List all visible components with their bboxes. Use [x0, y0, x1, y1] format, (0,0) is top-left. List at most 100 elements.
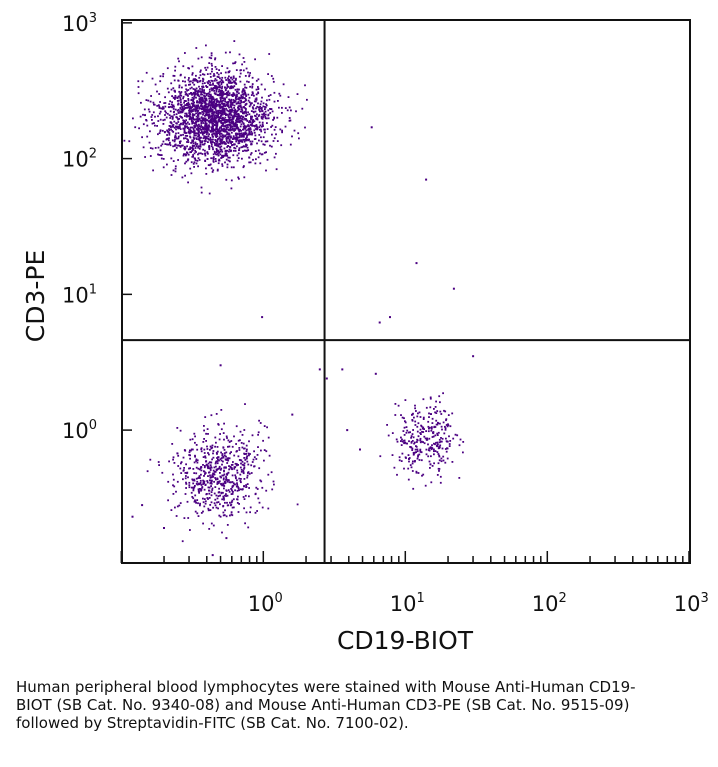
population-1-point: [172, 108, 175, 110]
population-2-point: [235, 463, 238, 465]
population-2-point: [191, 438, 194, 441]
population-3-point: [414, 424, 417, 426]
population-2-point: [204, 500, 207, 503]
population-1-point: [250, 130, 253, 133]
population-1-point: [193, 114, 195, 117]
population-1-point: [233, 128, 236, 130]
population-2-point: [172, 458, 174, 461]
population-1-point: [145, 99, 148, 101]
population-1-point: [248, 132, 250, 135]
population-1-point: [171, 116, 174, 119]
population-1-point: [202, 118, 205, 121]
population-3-point: [415, 470, 418, 473]
population-1-point: [151, 114, 154, 116]
population-3-point: [438, 441, 441, 444]
population-1-point: [190, 98, 193, 101]
population-3-point: [391, 454, 394, 456]
population-1-point: [174, 167, 177, 170]
population-1-point: [196, 119, 199, 122]
population-1-point: [214, 116, 217, 119]
population-2-point: [230, 488, 232, 490]
population-2-point: [202, 501, 205, 504]
population-2-point: [250, 472, 253, 474]
population-2-point: [257, 433, 259, 436]
population-1-point: [186, 127, 189, 129]
population-1-point: [185, 122, 188, 125]
population-3-point: [414, 404, 416, 407]
population-1-point: [221, 80, 224, 82]
population-2-point: [194, 510, 197, 513]
population-2-point: [215, 413, 218, 415]
population-1-point: [245, 145, 248, 148]
population-1-point: [203, 97, 206, 100]
population-1-point: [204, 149, 206, 152]
population-2-point: [204, 473, 206, 475]
population-2-point: [200, 473, 202, 476]
population-1-point: [306, 98, 308, 101]
population-2-point: [211, 474, 214, 477]
population-1-point: [212, 141, 214, 143]
population-1-point: [251, 132, 254, 135]
population-1-point: [239, 115, 242, 118]
population-2-point: [207, 462, 210, 465]
population-3-point: [436, 432, 439, 435]
population-3-point: [419, 428, 422, 431]
population-1-point: [200, 116, 203, 119]
population-1-point: [199, 99, 201, 102]
population-1-point: [218, 81, 220, 84]
population-1-point: [163, 131, 166, 134]
population-1-point: [279, 94, 282, 97]
population-1-point: [187, 101, 190, 104]
population-1-point: [236, 123, 238, 126]
population-1-point: [228, 148, 231, 151]
population-3-point: [387, 434, 390, 437]
population-2-point: [223, 469, 225, 472]
population-1-point: [226, 113, 229, 116]
population-2-point: [178, 504, 181, 507]
scatter-point: [318, 368, 321, 371]
population-1-point: [247, 93, 250, 96]
population-1-point: [213, 87, 216, 90]
population-2-point: [209, 476, 212, 479]
population-1-point: [211, 112, 213, 115]
population-1-point: [199, 88, 201, 90]
population-1-point: [214, 121, 216, 123]
population-1-point: [234, 79, 237, 81]
population-1-point: [212, 158, 215, 161]
population-1-point: [170, 122, 173, 124]
population-2-point: [230, 511, 233, 514]
population-1-point: [252, 110, 255, 113]
population-1-point: [193, 101, 195, 104]
population-3-point: [410, 436, 412, 439]
population-2-point: [190, 448, 193, 451]
population-2-point: [180, 462, 182, 465]
population-1-point: [228, 75, 230, 78]
population-1-point: [233, 109, 235, 112]
population-1-point: [273, 156, 276, 159]
population-3-point: [429, 467, 431, 469]
population-1-point: [229, 51, 231, 54]
population-1-point: [241, 135, 243, 138]
population-2-point: [209, 482, 212, 485]
population-1-point: [245, 129, 248, 132]
population-1-point: [232, 86, 235, 89]
population-3-point: [422, 416, 425, 419]
population-1-point: [191, 113, 194, 115]
population-3-point: [405, 426, 408, 428]
population-2-point: [227, 504, 230, 507]
population-1-point: [241, 91, 244, 93]
population-1-point: [232, 93, 235, 96]
population-1-point: [173, 110, 175, 113]
population-1-point: [204, 140, 207, 143]
population-3-point: [430, 413, 432, 415]
population-1-point: [235, 102, 238, 105]
population-1-point: [225, 119, 227, 121]
population-1-point: [231, 117, 234, 120]
population-1-point: [184, 121, 187, 123]
population-1-point: [183, 129, 186, 131]
population-1-point: [211, 130, 214, 133]
population-1-point: [198, 90, 200, 93]
population-1-point: [211, 109, 214, 111]
population-1-point: [184, 131, 187, 134]
population-1-point: [198, 101, 201, 104]
